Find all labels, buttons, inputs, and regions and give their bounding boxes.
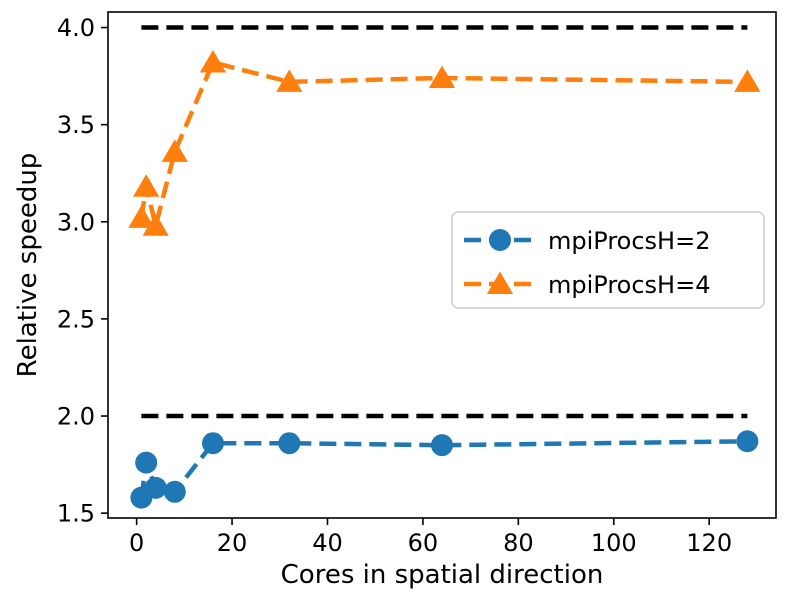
x-tick-label: 100	[591, 529, 637, 557]
y-tick-label: 2.5	[57, 305, 95, 333]
x-tick-label: 40	[312, 529, 343, 557]
x-axis: 0 20 40 60 80 100 120	[129, 518, 732, 557]
series-2-point-1	[128, 205, 155, 228]
series-2-point-5	[199, 50, 227, 73]
series-markers	[128, 50, 761, 509]
series-2-point-4	[161, 139, 188, 162]
legend-marker-2	[486, 271, 514, 294]
y-tick-label: 3.5	[57, 111, 95, 139]
legend-marker-1	[489, 229, 511, 251]
x-tick-label: 60	[408, 529, 439, 557]
series-1-point-2	[135, 451, 158, 474]
x-tick-label: 120	[686, 529, 732, 557]
series-2-point-7	[428, 65, 456, 88]
series-1-point-5	[201, 432, 224, 455]
legend: mpiProcsH=2 mpiProcsH=4	[451, 211, 765, 309]
series-2-point-3	[142, 213, 169, 236]
series-1-point-7	[431, 434, 453, 457]
y-tick-label: 2.0	[57, 403, 95, 431]
series-2-point-2	[133, 174, 160, 197]
y-axis: 1.5 2.0 2.5 3.0 3.5 4.0	[57, 14, 108, 528]
x-tick-label: 20	[217, 529, 248, 557]
series-1-point-6	[278, 432, 301, 455]
series-1-point-4	[163, 480, 186, 503]
x-axis-label: Cores in spatial direction	[281, 560, 604, 590]
x-tick-label: 80	[503, 529, 534, 557]
y-tick-label: 3.0	[57, 208, 95, 236]
x-tick-label: 0	[129, 529, 144, 557]
reference-lines	[141, 25, 748, 419]
y-axis-label: Relative speedup	[13, 153, 43, 378]
plot-area-frame	[107, 11, 777, 519]
series-1-point-3	[144, 476, 167, 499]
legend-label-1: mpiProcsH=2	[548, 227, 710, 255]
y-tick-label: 1.5	[57, 500, 95, 528]
legend-label-2: mpiProcsH=4	[548, 271, 710, 299]
series-1-point-8	[736, 430, 759, 453]
y-tick-label: 4.0	[57, 14, 95, 42]
series-2-point-6	[276, 69, 303, 92]
series-2-point-8	[734, 69, 761, 92]
